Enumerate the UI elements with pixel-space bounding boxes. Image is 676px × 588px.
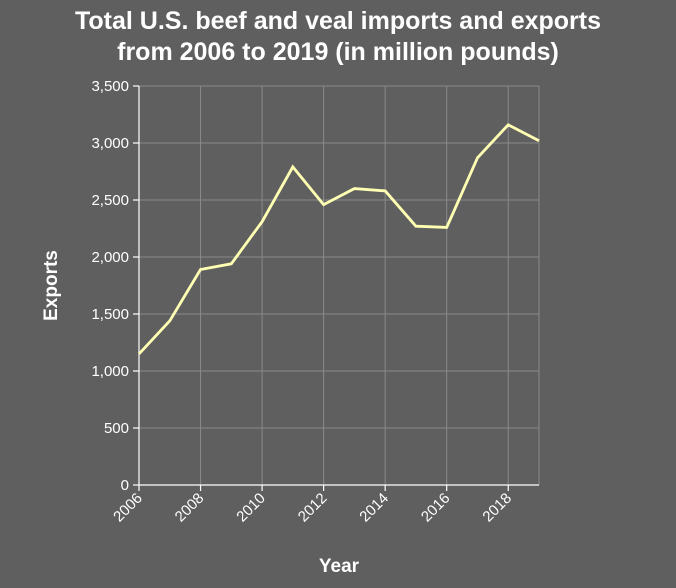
y-tick-label: 3,000: [91, 135, 129, 152]
x-tick-label: 2014: [356, 490, 392, 526]
chart-title: Total U.S. beef and veal imports and exp…: [0, 6, 676, 68]
chart-title-line-1: Total U.S. beef and veal imports and exp…: [74, 7, 602, 35]
x-tick-label: 2016: [418, 490, 454, 526]
y-tick-label: 0: [121, 477, 129, 494]
x-tick-label: 2010: [233, 490, 269, 526]
y-axis-title: Exports: [41, 250, 62, 321]
y-tick-label: 1,000: [91, 363, 129, 380]
x-tick-label: 2012: [295, 490, 331, 526]
y-tick-label: 1,500: [91, 306, 129, 323]
chart-title-line-2: from 2006 to 2019 (in million pounds): [117, 38, 559, 66]
y-tick-label: 500: [104, 420, 129, 437]
x-tick-label: 2018: [479, 490, 515, 526]
y-tick-label: 2,000: [91, 249, 129, 266]
x-tick-label: 2006: [110, 490, 146, 526]
y-tick-label: 2,500: [91, 192, 129, 209]
x-axis-title: Year: [319, 556, 360, 577]
y-tick-label: 3,500: [91, 78, 129, 95]
series-line: [137, 123, 540, 355]
x-tick-label: 2008: [172, 490, 208, 526]
